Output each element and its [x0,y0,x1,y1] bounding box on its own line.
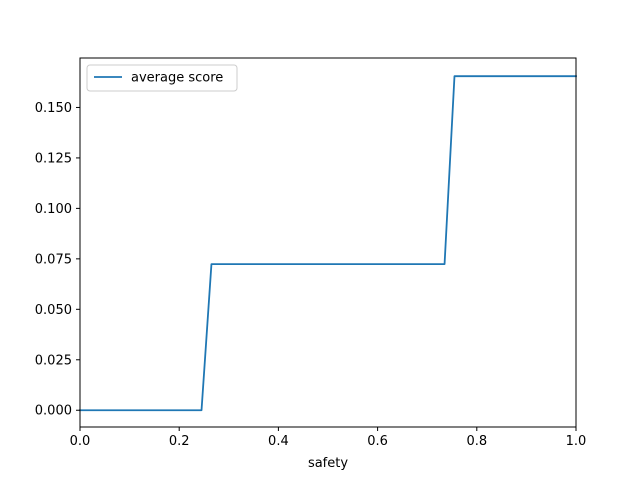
y-tick-label: 0.000 [35,404,72,419]
x-tick-label: 0.4 [268,434,289,449]
y-tick-label: 0.150 [35,101,72,116]
x-tick-label: 0.6 [367,434,388,449]
y-tick-label: 0.025 [35,353,72,368]
x-tick-label: 0.2 [169,434,190,449]
x-tick-label: 0.8 [466,434,487,449]
y-tick-label: 0.125 [35,151,72,166]
y-tick-label: 0.075 [35,252,72,267]
y-tick-label: 0.100 [35,202,72,217]
x-tick-label: 0.0 [70,434,91,449]
x-axis-label: safety [308,456,348,471]
y-tick-label: 0.050 [35,303,72,318]
x-tick-label: 1.0 [566,434,587,449]
y-axis: 0.000 0.025 0.050 0.075 0.100 0.125 0.150 [35,101,80,419]
x-axis: 0.0 0.2 0.4 0.6 0.8 1.0 [70,427,587,449]
legend-box [86,64,238,92]
legend-label: average score [131,71,223,86]
series-line-0 [79,75,577,412]
plot-area-frame [79,57,577,428]
series-layer [79,75,577,412]
legend: average score [86,64,238,92]
